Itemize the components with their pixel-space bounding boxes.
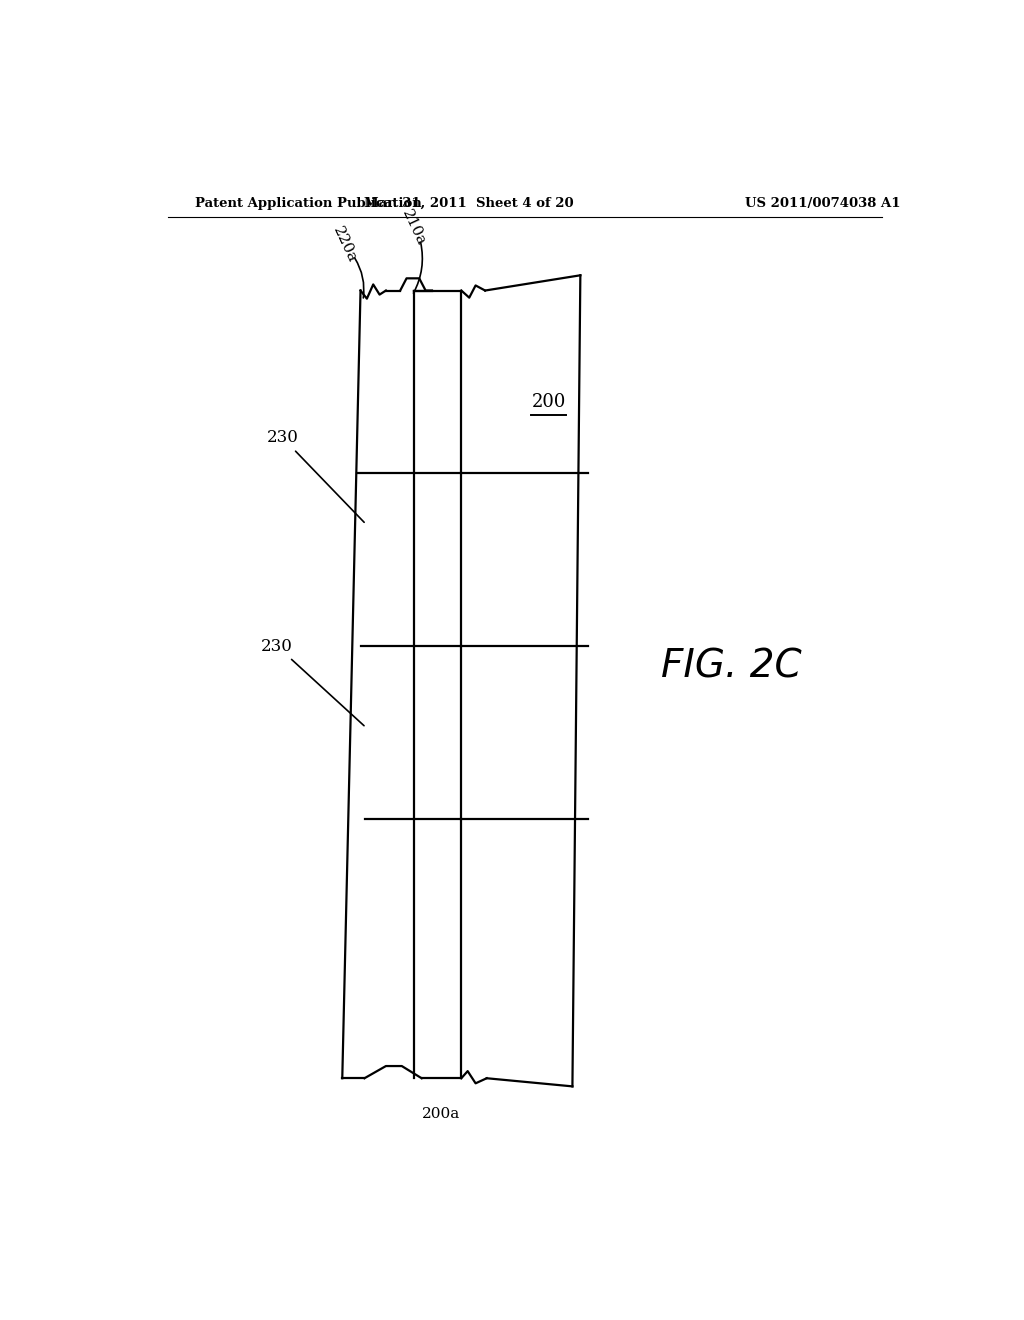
Text: 200a: 200a xyxy=(422,1106,461,1121)
Text: 220a: 220a xyxy=(330,224,359,265)
Text: Patent Application Publication: Patent Application Publication xyxy=(196,197,422,210)
Text: 230: 230 xyxy=(261,638,364,726)
Text: FIG. 2C: FIG. 2C xyxy=(660,648,802,685)
Text: 210a: 210a xyxy=(399,207,428,248)
Text: 230: 230 xyxy=(267,429,365,523)
Text: Mar. 31, 2011  Sheet 4 of 20: Mar. 31, 2011 Sheet 4 of 20 xyxy=(365,197,574,210)
Text: 200: 200 xyxy=(531,393,566,412)
Text: US 2011/0074038 A1: US 2011/0074038 A1 xyxy=(744,197,900,210)
